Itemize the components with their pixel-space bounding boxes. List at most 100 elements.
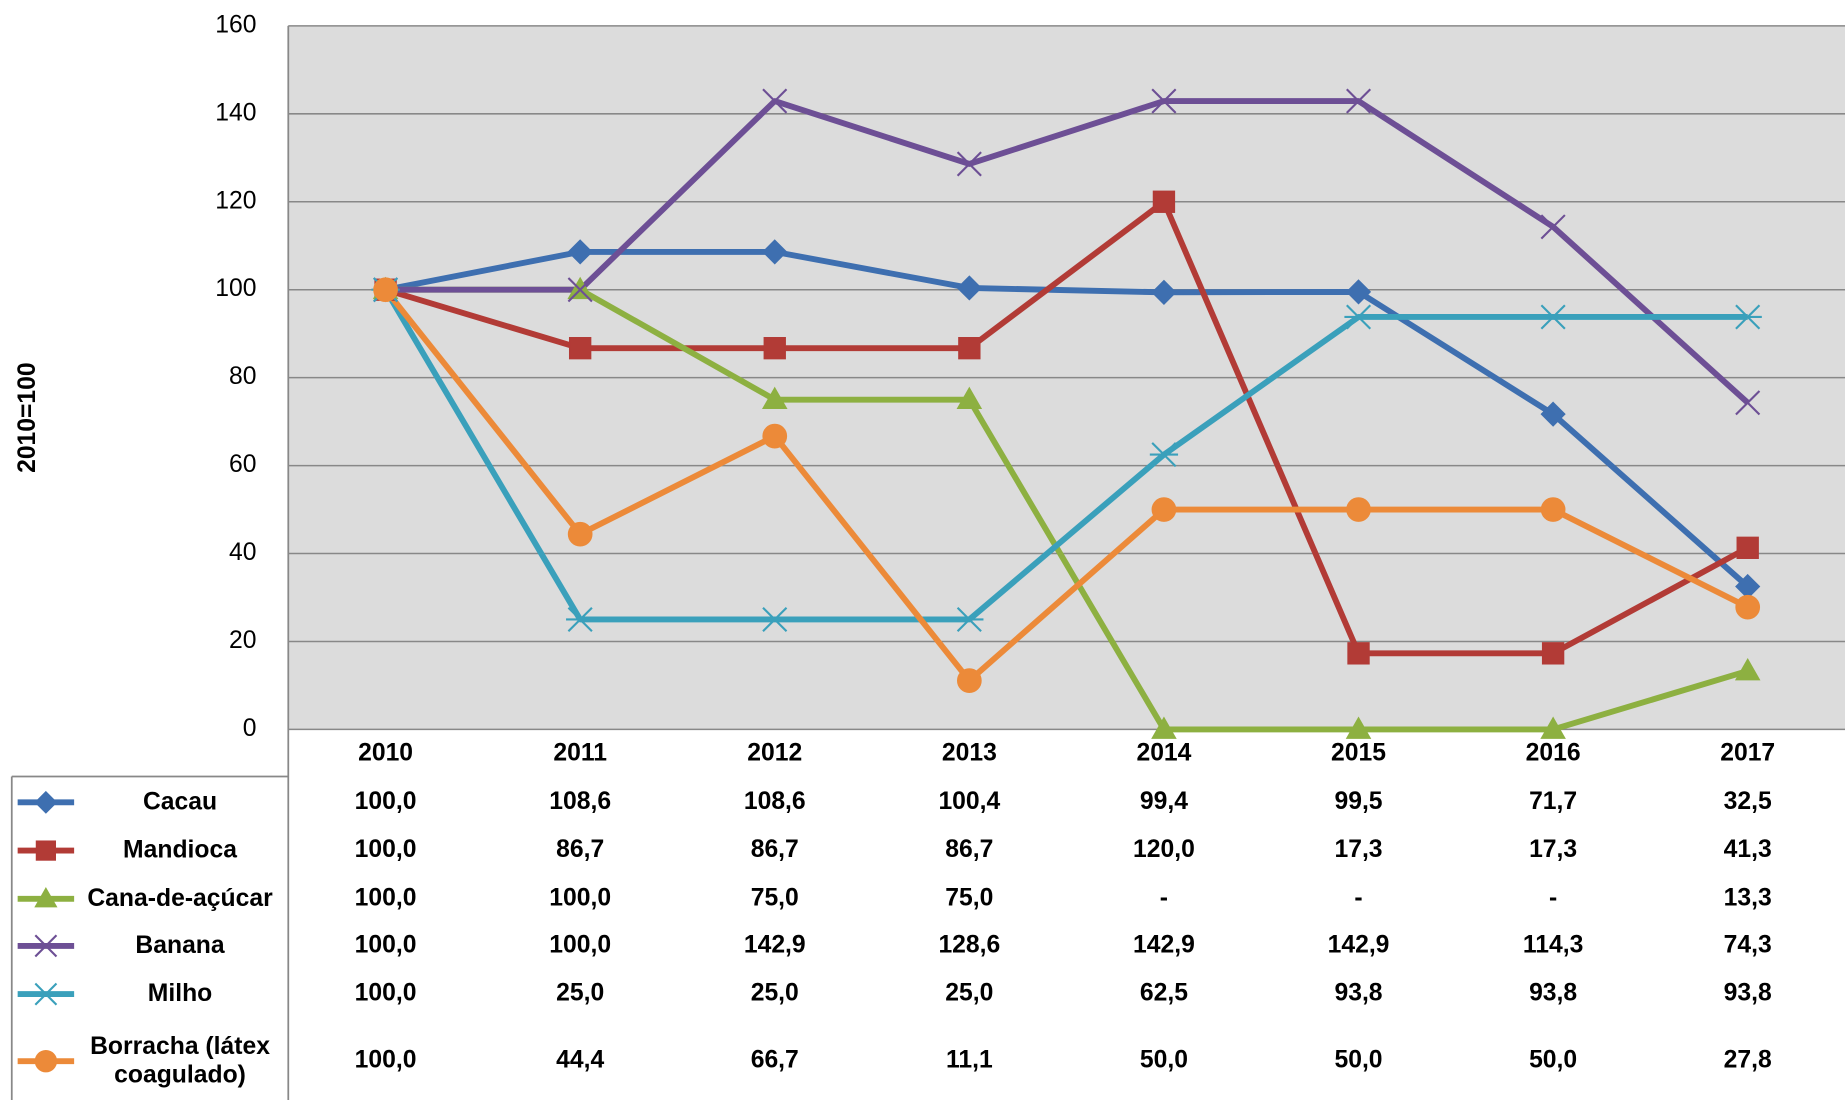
data-label: 11,1 xyxy=(946,1047,993,1074)
x-tick-label: 2012 xyxy=(747,740,802,767)
data-label: 93,8 xyxy=(1334,980,1382,1007)
data-label: 100,4 xyxy=(938,788,1000,815)
y-tick-label: 80 xyxy=(229,363,256,390)
marker xyxy=(1346,497,1371,522)
marker xyxy=(1347,642,1370,665)
data-label: 100,0 xyxy=(355,1047,417,1074)
marker xyxy=(567,277,593,303)
data-label: 66,7 xyxy=(751,1047,799,1074)
y-tick-label: 120 xyxy=(215,187,256,214)
marker xyxy=(958,337,981,360)
marker xyxy=(762,88,788,114)
marker xyxy=(1734,657,1761,681)
marker xyxy=(1151,279,1177,305)
data-label: 75,0 xyxy=(751,884,799,911)
legend-entry: Cana-de-açúcar xyxy=(87,884,273,912)
data-label: 93,8 xyxy=(1529,980,1577,1007)
data-label: 25,0 xyxy=(556,980,604,1007)
marker xyxy=(568,337,592,360)
data-label: 71,7 xyxy=(1529,788,1577,815)
x-tick-label: 2014 xyxy=(1136,740,1191,767)
data-label: 50,0 xyxy=(1140,1047,1188,1074)
legend-label: Cacau xyxy=(142,788,218,816)
marker xyxy=(1345,716,1372,739)
marker xyxy=(567,239,593,265)
y-tick-label: 100 xyxy=(215,275,256,302)
data-label: - xyxy=(1160,884,1168,911)
data-label: 100,0 xyxy=(355,931,417,958)
marker xyxy=(1151,88,1177,114)
marker xyxy=(1151,497,1177,522)
data-label: 100,0 xyxy=(355,836,417,863)
marker xyxy=(34,887,58,908)
marker xyxy=(373,277,398,303)
data-label: 41,3 xyxy=(1724,836,1772,863)
x-tick-label: 2017 xyxy=(1720,740,1775,767)
series-line xyxy=(385,286,1749,733)
marker xyxy=(34,934,58,958)
data-label: 108,6 xyxy=(549,788,611,815)
data-label: 86,7 xyxy=(751,836,799,863)
marker xyxy=(955,606,984,632)
legend-entry: Cacau xyxy=(142,788,218,816)
data-label: - xyxy=(1549,884,1557,911)
legend-label: Banana xyxy=(135,931,225,959)
series-line xyxy=(384,198,1750,657)
marker xyxy=(1541,642,1565,665)
marker xyxy=(760,606,789,632)
marker xyxy=(1540,214,1566,240)
marker xyxy=(567,521,593,547)
y-tick-label: 20 xyxy=(229,627,256,654)
marker xyxy=(1540,716,1566,739)
marker xyxy=(956,386,983,410)
data-label: 74,3 xyxy=(1724,931,1772,958)
data-label: 17,3 xyxy=(1334,836,1382,863)
data-label: 62,5 xyxy=(1140,980,1188,1007)
marker xyxy=(1151,716,1177,739)
y-tick-label: 160 xyxy=(215,11,256,38)
marker xyxy=(1540,401,1566,427)
data-label: - xyxy=(1354,884,1362,911)
data-label: 142,9 xyxy=(744,931,806,958)
series-line xyxy=(385,248,1750,589)
data-label: 86,7 xyxy=(556,836,604,863)
legend-entry: Borracha (látex coagulado) xyxy=(90,1033,270,1088)
marker xyxy=(956,151,982,177)
data-label: 100,0 xyxy=(355,884,417,911)
series-line xyxy=(383,287,1750,684)
data-label: 142,9 xyxy=(1133,931,1195,958)
data-label: 120,0 xyxy=(1133,836,1195,863)
marker xyxy=(34,1050,58,1073)
legend-entry: Banana xyxy=(135,931,225,959)
data-label: 100,0 xyxy=(549,884,611,911)
y-tick-label: 40 xyxy=(229,539,256,566)
data-label: 50,0 xyxy=(1529,1047,1577,1074)
y-tick-label: 0 xyxy=(243,715,257,742)
x-tick-label: 2016 xyxy=(1526,740,1581,767)
marker xyxy=(956,668,982,693)
marker xyxy=(35,840,57,861)
marker xyxy=(762,239,788,265)
x-tick-label: 2011 xyxy=(553,740,607,767)
data-label: 32,5 xyxy=(1724,788,1772,815)
marker xyxy=(566,606,595,632)
data-label: 108,6 xyxy=(744,788,806,815)
marker xyxy=(761,386,788,410)
legend-entry: Mandioca xyxy=(123,836,238,864)
marker xyxy=(956,275,982,301)
marker xyxy=(1345,279,1372,305)
legend-label: Milho xyxy=(147,980,213,1008)
data-label: 100,0 xyxy=(355,980,417,1007)
data-label: 114,3 xyxy=(1523,931,1583,958)
data-label: 128,6 xyxy=(938,931,1000,958)
legend-label: Cana-de-açúcar xyxy=(87,884,273,912)
data-label: 17,3 xyxy=(1529,836,1577,863)
data-label: 93,8 xyxy=(1724,980,1772,1007)
data-label: 100,0 xyxy=(355,788,417,815)
y-axis-label: 2010=100 xyxy=(14,362,41,473)
marker xyxy=(762,423,788,449)
legend-label: Mandioca xyxy=(123,836,238,864)
marker xyxy=(1735,594,1761,620)
